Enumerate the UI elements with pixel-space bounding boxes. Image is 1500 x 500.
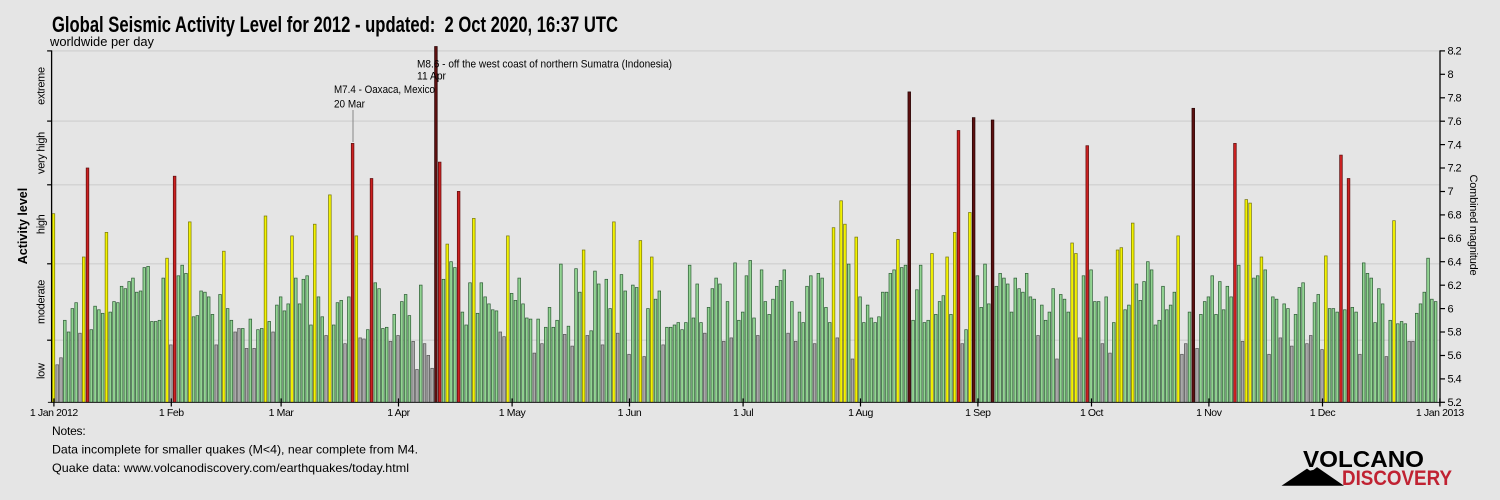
svg-text:1 Feb: 1 Feb bbox=[159, 407, 184, 419]
svg-text:5.6: 5.6 bbox=[1448, 350, 1462, 362]
svg-text:Combined magnitude: Combined magnitude bbox=[1467, 175, 1479, 276]
svg-text:20 Mar: 20 Mar bbox=[334, 99, 365, 111]
svg-text:6.8: 6.8 bbox=[1448, 210, 1462, 222]
svg-text:1 Dec: 1 Dec bbox=[1310, 407, 1336, 419]
svg-text:VOLCANO: VOLCANO bbox=[1303, 446, 1424, 472]
svg-text:5.2: 5.2 bbox=[1448, 397, 1462, 409]
svg-text:8.2: 8.2 bbox=[1448, 46, 1462, 58]
svg-text:7.2: 7.2 bbox=[1448, 163, 1462, 175]
svg-text:DISCOVERY: DISCOVERY bbox=[1342, 466, 1452, 490]
svg-text:8: 8 bbox=[1448, 69, 1454, 81]
svg-text:worldwide per day: worldwide per day bbox=[49, 35, 155, 49]
svg-text:Quake data: www.volcanodiscove: Quake data: www.volcanodiscovery.com/ear… bbox=[52, 461, 409, 475]
svg-text:7.6: 7.6 bbox=[1448, 116, 1462, 128]
svg-text:M7.4 - Oaxaca, Mexico: M7.4 - Oaxaca, Mexico bbox=[334, 84, 435, 96]
svg-text:1 Oct: 1 Oct bbox=[1080, 407, 1104, 419]
svg-text:1 Aug: 1 Aug bbox=[848, 407, 873, 419]
svg-text:1 Jan 2012: 1 Jan 2012 bbox=[30, 407, 79, 419]
svg-text:7.4: 7.4 bbox=[1448, 139, 1462, 151]
svg-text:7: 7 bbox=[1448, 186, 1454, 198]
svg-text:high: high bbox=[36, 214, 48, 234]
svg-text:Activity level: Activity level bbox=[16, 188, 30, 264]
svg-text:1 May: 1 May bbox=[499, 407, 527, 419]
svg-text:5.8: 5.8 bbox=[1448, 327, 1462, 339]
svg-text:low: low bbox=[36, 363, 48, 379]
svg-text:5.4: 5.4 bbox=[1448, 374, 1462, 386]
svg-text:1 Mar: 1 Mar bbox=[269, 407, 295, 419]
svg-text:very high: very high bbox=[36, 132, 48, 174]
svg-text:1 Apr: 1 Apr bbox=[387, 407, 410, 419]
svg-text:moderate: moderate bbox=[36, 280, 48, 324]
svg-text:6.2: 6.2 bbox=[1448, 280, 1462, 292]
svg-text:1 Jun: 1 Jun bbox=[618, 407, 642, 419]
svg-text:1 Nov: 1 Nov bbox=[1196, 407, 1223, 419]
svg-text:6.4: 6.4 bbox=[1448, 256, 1462, 268]
svg-text:extreme: extreme bbox=[36, 67, 48, 105]
svg-text:6: 6 bbox=[1448, 303, 1454, 315]
svg-text:M8.6 - off the west coast of n: M8.6 - off the west coast of northern Su… bbox=[417, 59, 672, 71]
svg-text:6.6: 6.6 bbox=[1448, 233, 1462, 245]
svg-text:11 Apr: 11 Apr bbox=[417, 71, 446, 83]
svg-text:7.8: 7.8 bbox=[1448, 93, 1462, 105]
svg-text:Global Seismic Activity Level: Global Seismic Activity Level for 2012 -… bbox=[52, 12, 618, 37]
svg-text:Data incomplete for smaller qu: Data incomplete for smaller quakes (M<4)… bbox=[52, 443, 418, 457]
svg-text:Notes:: Notes: bbox=[52, 424, 85, 438]
svg-text:1 Jan 2013: 1 Jan 2013 bbox=[1416, 407, 1465, 419]
svg-text:1 Sep: 1 Sep bbox=[965, 407, 991, 419]
svg-text:1 Jul: 1 Jul bbox=[733, 407, 753, 419]
